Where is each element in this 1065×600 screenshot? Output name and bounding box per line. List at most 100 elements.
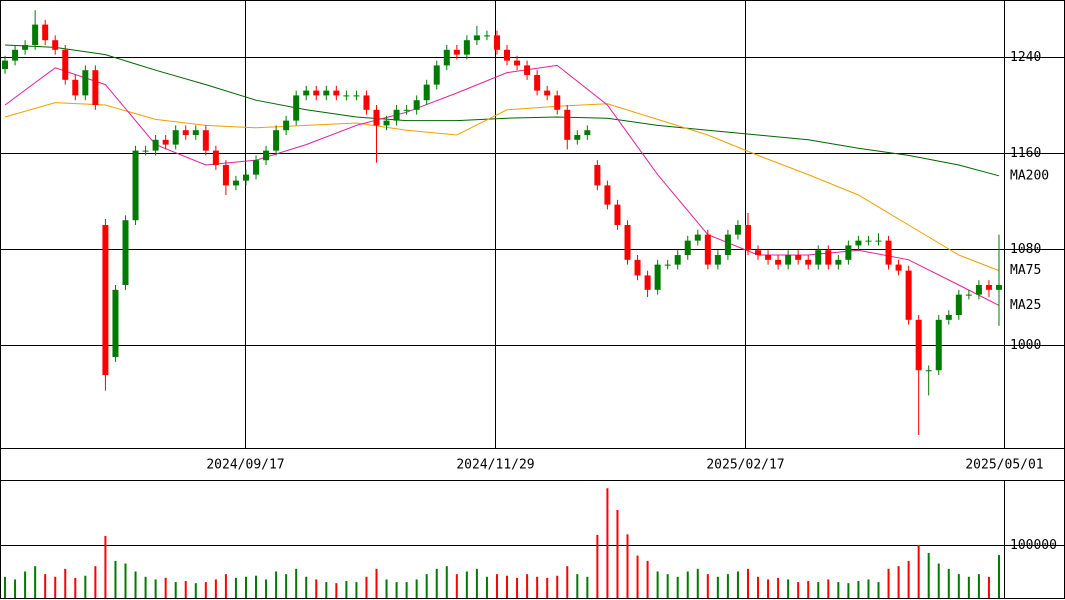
- candle-body: [62, 49, 69, 80]
- candle-body: [604, 185, 611, 205]
- candle-body: [534, 75, 541, 91]
- volume-bar: [214, 579, 217, 598]
- candle-body: [775, 259, 782, 265]
- candle-body: [594, 165, 601, 186]
- volume-bar: [435, 568, 438, 598]
- candle-body: [744, 225, 751, 251]
- candle-body: [222, 165, 229, 186]
- candle-body: [343, 95, 350, 97]
- series-label: MA25: [1010, 298, 1041, 313]
- candle-body: [303, 90, 310, 96]
- candle-body: [112, 289, 119, 358]
- candle-body: [132, 150, 139, 221]
- volume-bar: [415, 579, 418, 598]
- volume-bar: [285, 574, 288, 598]
- volume-bar: [54, 576, 57, 598]
- candle-body: [955, 294, 962, 316]
- candle-body: [965, 294, 972, 296]
- volume-bar: [14, 579, 17, 598]
- volume-bar: [74, 577, 77, 598]
- candle-body: [293, 95, 300, 121]
- volume-bar: [636, 555, 639, 598]
- candle-body: [995, 285, 1002, 290]
- volume-bar: [234, 577, 237, 598]
- volume-bar: [716, 576, 719, 598]
- candle-body: [393, 109, 400, 121]
- volume-bar: [767, 579, 770, 598]
- candle-body: [32, 24, 39, 46]
- candle-body: [423, 84, 430, 101]
- candle-body: [845, 245, 852, 260]
- volume-bar: [676, 576, 679, 598]
- volume-bar: [576, 574, 579, 598]
- volume-bar: [305, 576, 308, 598]
- volume-bar: [315, 579, 318, 598]
- candle-body: [945, 315, 952, 320]
- volume-bar: [686, 571, 689, 598]
- candle-body: [92, 70, 99, 106]
- volume-bar: [556, 575, 559, 598]
- volume-bar: [144, 576, 147, 598]
- candle-body: [403, 109, 410, 111]
- volume-bar: [646, 560, 649, 598]
- candle-body: [564, 109, 571, 140]
- candle-body: [232, 180, 239, 186]
- volume-bar: [255, 575, 258, 598]
- candle-body: [895, 264, 902, 271]
- moving-average-line: [4, 102, 1000, 272]
- x-tick-label: 2024/09/17: [206, 458, 284, 473]
- volume-bar: [204, 582, 207, 598]
- y-tick-label: 1160: [1010, 146, 1041, 161]
- candle-body: [202, 130, 209, 151]
- candle-body: [935, 319, 942, 371]
- volume-bar: [405, 582, 408, 598]
- volume-bar: [787, 579, 790, 598]
- volume-bar: [847, 583, 850, 598]
- volume-bar: [616, 510, 619, 598]
- volume-bar: [64, 568, 67, 598]
- volume-bar: [666, 574, 669, 598]
- volume-bar: [516, 577, 519, 598]
- candle-body: [584, 130, 591, 136]
- candle-body: [162, 139, 169, 145]
- candle-body: [795, 255, 802, 260]
- candle-body: [182, 130, 189, 136]
- volume-bar: [586, 576, 589, 598]
- candle-body: [483, 35, 490, 37]
- series-label: MA75: [1010, 263, 1041, 278]
- volume-bar: [997, 555, 1000, 598]
- volume-bar: [817, 582, 820, 598]
- volume-bar: [174, 582, 177, 598]
- candle-body: [433, 65, 440, 85]
- volume-bar: [877, 582, 880, 598]
- candle-body: [333, 90, 340, 96]
- volume-bar: [566, 566, 569, 598]
- volume-bar: [495, 574, 498, 598]
- volume-bar: [927, 552, 930, 598]
- volume-bar: [34, 566, 37, 598]
- volume-bar: [706, 574, 709, 598]
- candle-body: [504, 49, 511, 61]
- x-tick-label: 2025/05/01: [965, 458, 1043, 473]
- volume-bar: [837, 582, 840, 598]
- volume-bar: [184, 581, 187, 598]
- candle-body: [704, 234, 711, 265]
- volume-bar: [4, 576, 7, 598]
- candle-body: [815, 250, 822, 265]
- y-tick-label: 1080: [1010, 242, 1041, 257]
- volume-bar: [736, 571, 739, 598]
- volume-bar: [867, 579, 870, 598]
- volume-bar: [275, 571, 278, 598]
- candle-body: [192, 130, 199, 136]
- volume-bar: [907, 560, 910, 598]
- x-tick-label: 2025/02/17: [706, 458, 784, 473]
- candle-body: [765, 255, 772, 260]
- candle-body: [443, 49, 450, 66]
- candle-body: [363, 95, 370, 110]
- volume-bar: [526, 574, 529, 598]
- candle-body: [554, 95, 561, 110]
- volume-bar: [696, 568, 699, 598]
- volume-bar: [475, 568, 478, 598]
- candle-body: [785, 255, 792, 265]
